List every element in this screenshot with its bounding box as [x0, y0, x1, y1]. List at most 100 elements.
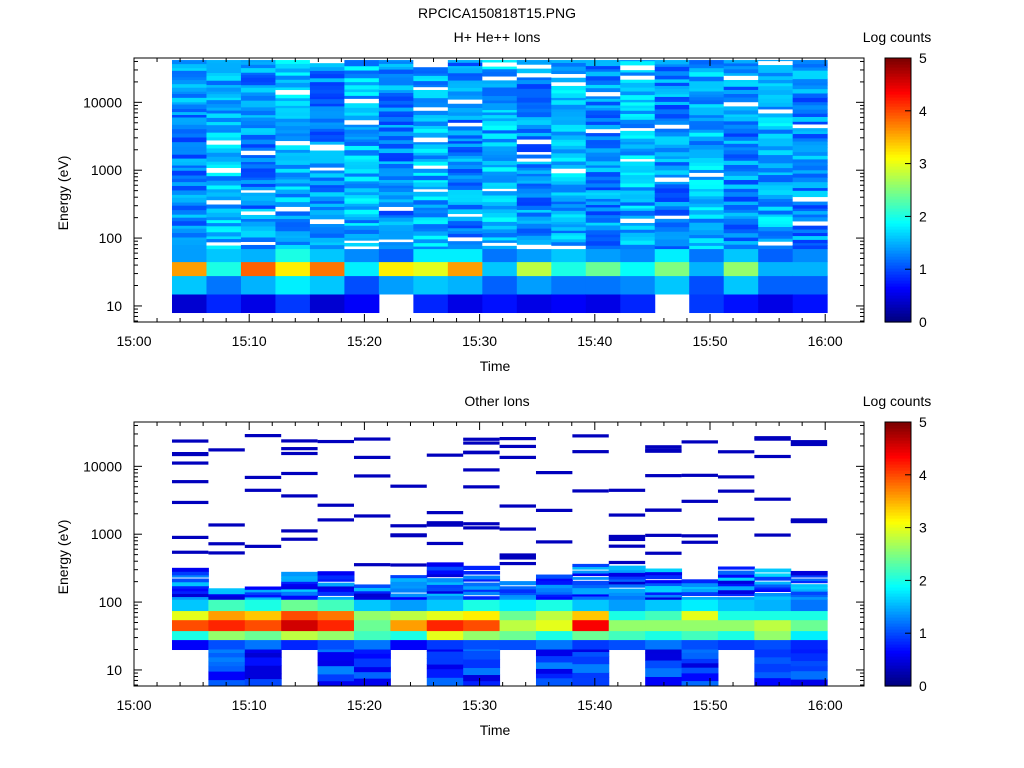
- heatmap-cell: [344, 91, 380, 96]
- colorbar-swatch: [885, 680, 911, 684]
- heatmap-cell: [758, 223, 794, 228]
- heatmap-cell: [482, 66, 518, 70]
- heatmap-cell: [654, 124, 690, 129]
- heatmap-cell: [499, 561, 536, 566]
- heatmap-cell: [551, 201, 587, 205]
- colorbar-swatch: [885, 575, 911, 579]
- heatmap-cell: [572, 651, 610, 657]
- heatmap-cell: [551, 89, 587, 94]
- heatmap-cell: [344, 115, 380, 121]
- heatmap-cell: [426, 599, 464, 612]
- heatmap-cell: [620, 79, 656, 83]
- heatmap-cell: [792, 245, 828, 250]
- heatmap-cell: [208, 590, 246, 595]
- heatmap-cell: [206, 225, 242, 230]
- heatmap-cell: [275, 71, 311, 76]
- heatmap-cell: [317, 582, 355, 587]
- heatmap-cell: [608, 599, 646, 612]
- heatmap-cell: [413, 106, 449, 111]
- heatmap-cell: [516, 183, 552, 187]
- colorbar-swatch: [885, 653, 911, 657]
- heatmap-cell: [275, 193, 311, 198]
- heatmap-cell: [378, 244, 414, 250]
- heatmap-cell: [171, 116, 207, 123]
- heatmap-cell: [171, 239, 207, 246]
- heatmap-cell: [758, 129, 794, 134]
- heatmap-cell: [413, 188, 449, 192]
- colorbar-swatch: [885, 578, 911, 582]
- heatmap-cell: [240, 234, 276, 238]
- colorbar-swatch: [885, 145, 911, 149]
- heatmap-cell: [758, 206, 794, 211]
- heatmap-cell: [447, 227, 483, 232]
- heatmap-cell: [790, 574, 828, 578]
- heatmap-cell: [390, 585, 428, 589]
- heatmap-cell: [240, 147, 276, 151]
- heatmap-cell: [275, 155, 311, 161]
- heatmap-cell: [792, 88, 828, 94]
- heatmap-cell: [344, 197, 380, 202]
- colorbar-swatch: [885, 301, 911, 305]
- heatmap-cell: [717, 599, 755, 612]
- heatmap-cell: [758, 261, 794, 277]
- heatmap-cell: [171, 619, 209, 632]
- heatmap-cell: [482, 208, 518, 214]
- heatmap-cell: [463, 659, 501, 669]
- heatmap-cell: [171, 170, 207, 176]
- plot-frame: [133, 57, 865, 323]
- heatmap-cell: [790, 442, 828, 447]
- heatmap-cell: [171, 578, 209, 583]
- heatmap-cell: [585, 210, 621, 216]
- heatmap-cell: [790, 586, 828, 590]
- heatmap-cell: [482, 141, 518, 147]
- heatmap-cell: [754, 671, 792, 679]
- heatmap-cell: [758, 60, 794, 62]
- heatmap-cell: [447, 220, 483, 226]
- heatmap-cell: [413, 191, 449, 197]
- heatmap-cell: [792, 173, 828, 178]
- heatmap-cell: [723, 209, 759, 213]
- heatmap-cell: [499, 581, 537, 586]
- heatmap-cell: [482, 79, 518, 84]
- heatmap-cell: [551, 131, 587, 136]
- heatmap-cell: [654, 169, 690, 175]
- heatmap-cell: [344, 95, 380, 99]
- colorbar-swatch: [885, 172, 911, 176]
- heatmap-cell: [413, 66, 449, 72]
- heatmap-cell: [516, 60, 552, 65]
- heatmap-cell: [171, 181, 207, 186]
- colorbar-swatch: [885, 178, 911, 182]
- heatmap-cell: [281, 581, 319, 585]
- heatmap-cell: [551, 230, 587, 234]
- heatmap-cell: [551, 66, 587, 71]
- heatmap-cell: [447, 240, 483, 245]
- heatmap-cell: [792, 220, 828, 226]
- heatmap-cell: [689, 67, 725, 73]
- heatmap-cell: [171, 225, 207, 229]
- heatmap-cell: [723, 157, 759, 161]
- heatmap-cell: [754, 599, 792, 612]
- heatmap-cell: [654, 261, 690, 277]
- heatmap-cell: [758, 238, 794, 242]
- colorbar-swatch: [885, 250, 911, 254]
- heatmap-cell: [344, 203, 380, 207]
- heatmap-cell: [447, 103, 483, 108]
- heatmap-cell: [792, 232, 828, 237]
- heatmap-cell: [620, 127, 656, 131]
- heatmap-cell: [585, 60, 621, 62]
- colorbar-swatch: [885, 602, 911, 606]
- heatmap-cell: [240, 117, 276, 122]
- heatmap-cell: [654, 222, 690, 228]
- heatmap-cell: [620, 178, 656, 184]
- colorbar-swatch: [885, 307, 911, 311]
- heatmap-cell: [240, 87, 276, 93]
- colorbar-swatch: [885, 136, 911, 140]
- heatmap-cell: [790, 665, 828, 672]
- colorbar-swatch: [885, 226, 911, 230]
- heatmap-cell: [792, 133, 828, 139]
- colorbar-swatch: [885, 235, 911, 239]
- heatmap-cell: [317, 630, 355, 641]
- colorbar-swatch: [885, 560, 911, 564]
- heatmap-cell: [608, 595, 646, 600]
- heatmap-cell: [535, 584, 573, 589]
